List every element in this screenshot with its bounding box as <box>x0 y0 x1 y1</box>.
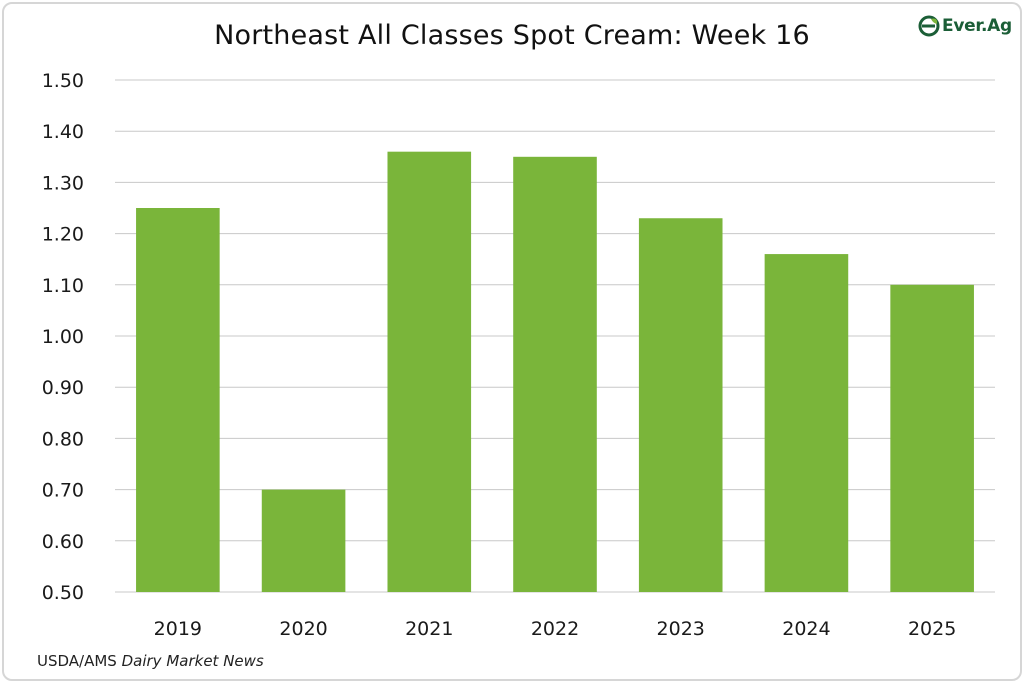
chart-title: Northeast All Classes Spot Cream: Week 1… <box>214 20 810 51</box>
logo-text: Ever.Ag <box>942 16 1012 36</box>
y-tick-label: 1.50 <box>42 70 84 92</box>
x-tick-label: 2020 <box>279 618 327 640</box>
x-axis-tick-labels: 2019 2020 2021 2022 2023 2024 2025 <box>154 618 957 640</box>
x-tick-label: 2023 <box>657 618 705 640</box>
x-tick-label: 2021 <box>405 618 453 640</box>
y-axis-tick-labels: 0.50 0.60 0.70 0.80 0.90 1.00 1.10 1.20 1.30 1.40… <box>42 70 84 604</box>
source-prefix: USDA/AMS <box>37 652 122 670</box>
bar-2025 <box>890 284 974 592</box>
bar-2020 <box>261 489 346 592</box>
y-tick-label: 0.60 <box>42 531 84 553</box>
x-tick-label: 2025 <box>908 618 956 640</box>
y-tick-label: 0.70 <box>42 480 84 502</box>
bars <box>136 151 974 593</box>
y-tick-label: 1.20 <box>42 224 84 246</box>
x-tick-label: 2019 <box>154 618 202 640</box>
x-tick-label: 2024 <box>782 618 830 640</box>
x-tick-label: 2022 <box>531 618 579 640</box>
y-tick-label: 0.90 <box>42 377 84 399</box>
source-note: USDA/AMS Dairy Market News <box>37 652 264 670</box>
y-tick-label: 1.00 <box>42 326 84 348</box>
y-tick-label: 1.30 <box>42 172 84 194</box>
source-publication: Dairy Market News <box>121 652 264 670</box>
bar-2024 <box>764 254 849 592</box>
y-tick-label: 1.10 <box>42 275 84 297</box>
ever-ag-leaf-icon <box>918 15 940 37</box>
bar-2023 <box>638 218 723 593</box>
y-tick-label: 0.50 <box>42 582 84 604</box>
bar-2019 <box>136 208 220 592</box>
bar-2021 <box>387 151 472 592</box>
bar-2022 <box>513 156 597 593</box>
y-tick-label: 1.40 <box>42 121 84 143</box>
ever-ag-logo: Ever.Ag <box>918 12 1012 40</box>
y-tick-label: 0.80 <box>42 428 84 450</box>
